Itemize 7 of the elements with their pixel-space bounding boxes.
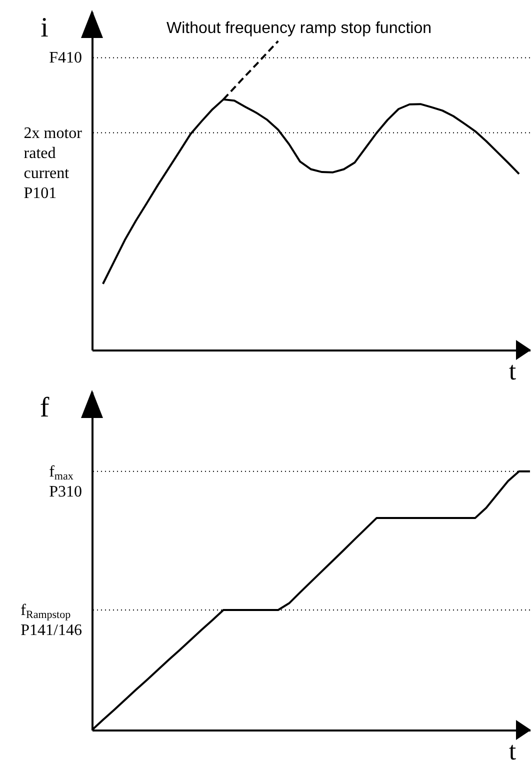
x-axis-title: t <box>508 356 517 386</box>
y-axis-title: i <box>40 12 49 44</box>
ref-line-label: F410 <box>49 50 82 67</box>
ref-line-label: 2x motor rated current P101 <box>24 124 83 202</box>
y-axis-title: f <box>40 392 50 424</box>
x-axis-title: t <box>508 736 517 766</box>
text: Without frequency ramp stop function <box>166 20 432 37</box>
